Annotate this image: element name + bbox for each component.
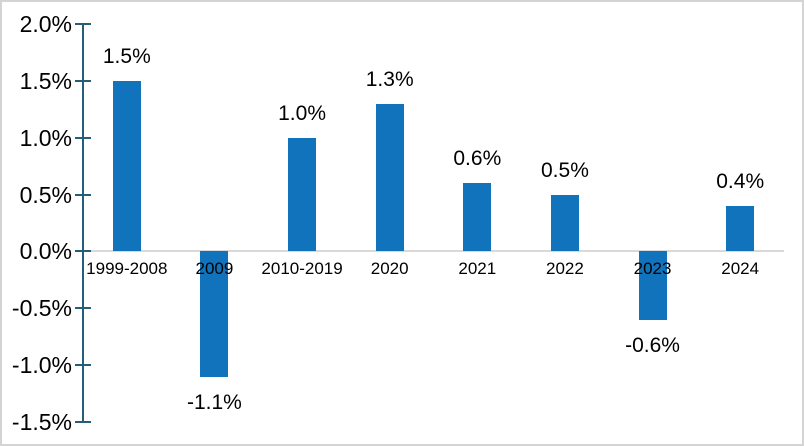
bar-2010-2019 xyxy=(288,137,317,252)
data-label-2010-2019: 1.0% xyxy=(278,101,326,125)
y-tick-label: -1.0% xyxy=(11,352,72,379)
data-label-2020: 1.3% xyxy=(365,67,414,91)
x-tick-label-2023: 2023 xyxy=(633,259,672,279)
data-label-2022: 0.5% xyxy=(541,158,589,182)
data-label-2024: 0.4% xyxy=(716,169,765,193)
bar-2022 xyxy=(550,194,579,252)
y-tick-mark xyxy=(75,23,91,25)
x-tick-label-2021: 2021 xyxy=(458,259,497,279)
data-label-2009: -1.1% xyxy=(187,390,242,414)
y-tick-mark xyxy=(75,193,91,196)
bar-2020 xyxy=(375,103,404,252)
x-tick-label-2020: 2020 xyxy=(370,259,409,279)
y-tick-mark xyxy=(75,79,91,82)
zero-gridline xyxy=(84,250,784,253)
bar-1999-2008 xyxy=(112,80,141,252)
bar-2021 xyxy=(463,183,492,252)
x-tick-label-2022: 2022 xyxy=(546,259,584,279)
y-tick-label: 1.5% xyxy=(19,67,72,94)
y-tick-mark xyxy=(75,250,91,253)
x-tick-label-2009: 2009 xyxy=(195,259,234,279)
y-tick-label: -0.5% xyxy=(11,295,72,322)
y-tick-mark xyxy=(75,421,91,423)
y-tick-label: 0.0% xyxy=(19,238,72,265)
data-label-2021: 0.6% xyxy=(453,147,502,171)
y-tick-mark xyxy=(75,136,91,139)
bar-2023 xyxy=(638,251,667,320)
bar-2024 xyxy=(726,205,755,252)
x-tick-label-2010-2019: 2010-2019 xyxy=(261,259,343,279)
data-label-1999-2008: 1.5% xyxy=(102,44,151,68)
y-tick-label: 1.0% xyxy=(19,124,72,151)
y-axis-line xyxy=(82,23,84,423)
x-tick-label-1999-2008: 1999-2008 xyxy=(86,259,168,279)
y-tick-mark xyxy=(75,307,91,310)
x-tick-label-2024: 2024 xyxy=(721,259,760,279)
bar-2009 xyxy=(200,251,229,377)
y-tick-label: 0.5% xyxy=(19,181,72,208)
y-tick-label: 2.0% xyxy=(19,11,72,37)
data-label-2023: -0.6% xyxy=(625,333,680,357)
y-tick-mark xyxy=(75,364,91,367)
y-tick-label: -1.5% xyxy=(11,409,72,435)
